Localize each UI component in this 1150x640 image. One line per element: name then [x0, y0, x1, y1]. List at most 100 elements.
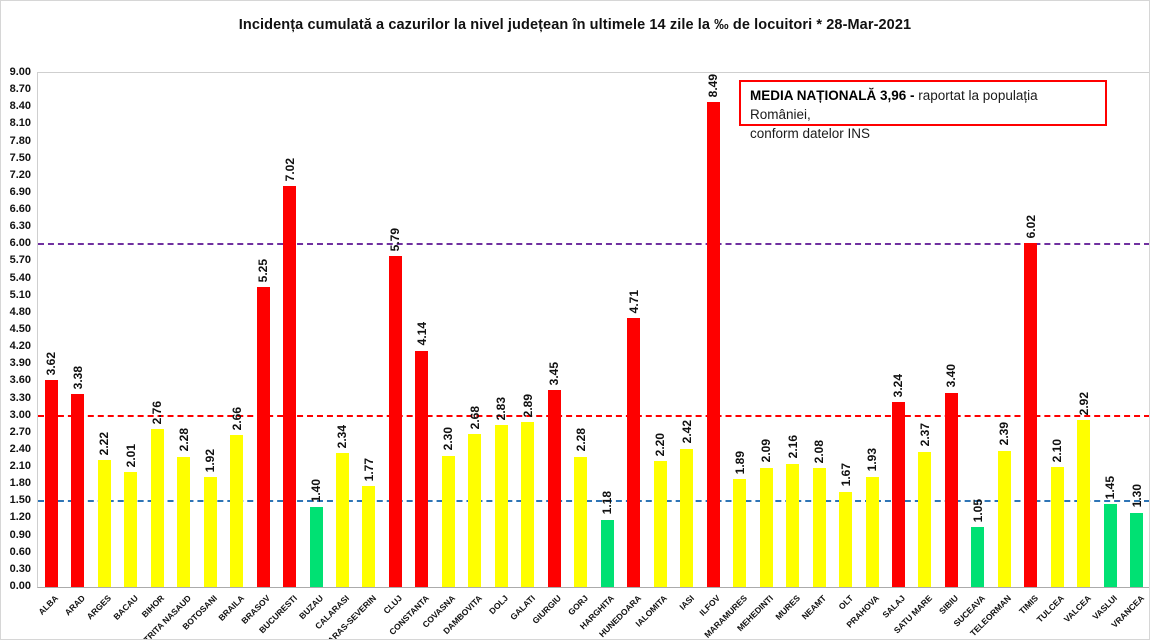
bar-value-label: 2.22	[97, 431, 112, 456]
bar-alba	[44, 380, 58, 587]
bar-maramures	[733, 479, 747, 587]
bar-value-label: 1.92	[203, 449, 218, 473]
bar-braila	[230, 435, 244, 587]
bar-dolj	[494, 425, 508, 587]
bar-value-label: 2.30	[441, 427, 456, 451]
bar-value-label: 3.40	[944, 364, 959, 388]
bar-botosani	[203, 477, 217, 587]
bar-value-label: 1.40	[309, 478, 323, 503]
y-axis: 0.00 0.30 0.60 0.90 1.20 1.50 1.80 2.10 2.40 2.70…	[1, 66, 34, 592]
bar-value-label: 2.68	[467, 405, 482, 429]
bar-satu-mare	[918, 451, 932, 587]
y-tick-label: 3.90	[9, 357, 31, 370]
x-axis-label: TIMIS	[1016, 593, 1040, 617]
bar-harghita	[600, 519, 614, 587]
bar-mehedinti	[759, 467, 773, 587]
bar-value-label: 2.28	[573, 428, 588, 452]
y-tick-label: 8.40	[9, 100, 31, 113]
bar-hunedoara	[627, 318, 641, 587]
bar-vrancea	[1130, 512, 1144, 587]
bar-value-label: 3.45	[547, 361, 562, 385]
national-average-text-2: conform datelor INS	[750, 126, 871, 141]
bar-value-label: 2.28	[176, 428, 191, 452]
y-tick-label: 9.00	[9, 66, 31, 78]
bar-value-label: 2.01	[123, 443, 138, 468]
bar-value-label: 2.92	[1076, 391, 1091, 416]
bar-value-label: 2.08	[812, 439, 827, 464]
x-axis-label: GORJ	[565, 593, 590, 618]
bar-tulcea	[1050, 467, 1064, 587]
bar-value-label: 3.24	[891, 373, 906, 397]
bar-iasi	[680, 448, 694, 587]
bar-arad	[71, 393, 85, 587]
bar-dambovita	[468, 433, 482, 587]
bar-value-label: 2.39	[997, 422, 1012, 446]
bar-arges	[97, 460, 111, 587]
y-tick-label: 5.70	[9, 254, 31, 267]
y-tick-label: 8.70	[9, 83, 31, 96]
chart-title: Incidența cumulată a cazurilor la nivel …	[238, 17, 912, 33]
bar-value-label: 2.16	[785, 435, 800, 459]
bar-valcea	[1077, 420, 1091, 587]
reference-line-1.50	[38, 500, 1149, 503]
bar-caras-severin	[362, 485, 376, 587]
bar-value-label: 2.10	[1050, 438, 1065, 463]
y-tick-label: 6.30	[9, 220, 31, 233]
bar-sibiu	[944, 392, 958, 587]
bar-bucuresti	[283, 186, 297, 587]
bar-value-label: 4.14	[414, 322, 429, 346]
x-axis-label: MURES	[772, 593, 802, 622]
bar-value-label: 5.25	[256, 258, 271, 283]
y-tick-label: 8.10	[9, 117, 31, 130]
bar-value-label: 1.77	[361, 457, 376, 481]
bar-value-label: 3.62	[44, 351, 59, 376]
x-axis-label: BACAU	[110, 593, 140, 622]
bar-teleorman	[997, 450, 1011, 587]
bar-value-label: 2.89	[520, 393, 535, 417]
bar-suceava	[971, 527, 985, 587]
bar-neamt	[812, 468, 826, 587]
bar-giurgiu	[547, 389, 561, 587]
bar-ialomita	[653, 461, 667, 587]
bar-ilfov	[706, 102, 720, 587]
x-axis-label: TULCEA	[1034, 593, 1067, 625]
y-tick-label: 7.50	[9, 151, 31, 164]
bar-prahova	[865, 476, 879, 587]
x-axis-label: VALCEA	[1061, 593, 1093, 625]
y-tick-label: 2.10	[9, 460, 31, 473]
x-axis-label: ARGES	[84, 593, 114, 622]
bar-calarasi	[335, 453, 349, 587]
x-axis-label: DOLJ	[487, 593, 511, 617]
bar-value-label: 2.42	[679, 420, 694, 444]
y-tick-label: 0.60	[9, 545, 31, 558]
x-axis-label: OLT	[835, 593, 855, 612]
bar-brasov	[256, 287, 270, 587]
bar-salaj	[891, 401, 905, 587]
bar-buzau	[309, 507, 323, 587]
y-tick-label: 5.10	[9, 288, 31, 301]
bar-value-label: 2.66	[229, 406, 244, 431]
bar-value-label: 2.20	[653, 433, 668, 457]
bar-bihor	[150, 429, 164, 587]
bar-bacau	[124, 472, 138, 587]
y-tick-label: 1.50	[9, 494, 31, 507]
y-tick-label: 3.00	[9, 408, 31, 421]
y-tick-label: 3.30	[9, 391, 31, 404]
x-axis-label: ALBA	[36, 593, 61, 617]
y-tick-label: 7.80	[9, 134, 31, 147]
bar-value-label: 1.30	[1129, 484, 1144, 508]
y-tick-label: 4.50	[9, 323, 31, 335]
bar-gorj	[574, 456, 588, 587]
bar-value-label: 2.34	[335, 425, 350, 449]
x-axis-label: SIBIU	[937, 593, 961, 617]
bar-timis	[1024, 243, 1038, 587]
y-tick-label: 2.70	[9, 425, 31, 438]
bar-constanta	[415, 350, 429, 587]
bar-mures	[786, 463, 800, 587]
bar-value-label: 4.71	[626, 289, 641, 314]
bar-galati	[521, 421, 535, 587]
national-average-text-1: raportat la populația României,	[750, 88, 1038, 122]
y-tick-label: 6.60	[9, 203, 31, 216]
bar-value-label: 2.83	[494, 397, 509, 421]
